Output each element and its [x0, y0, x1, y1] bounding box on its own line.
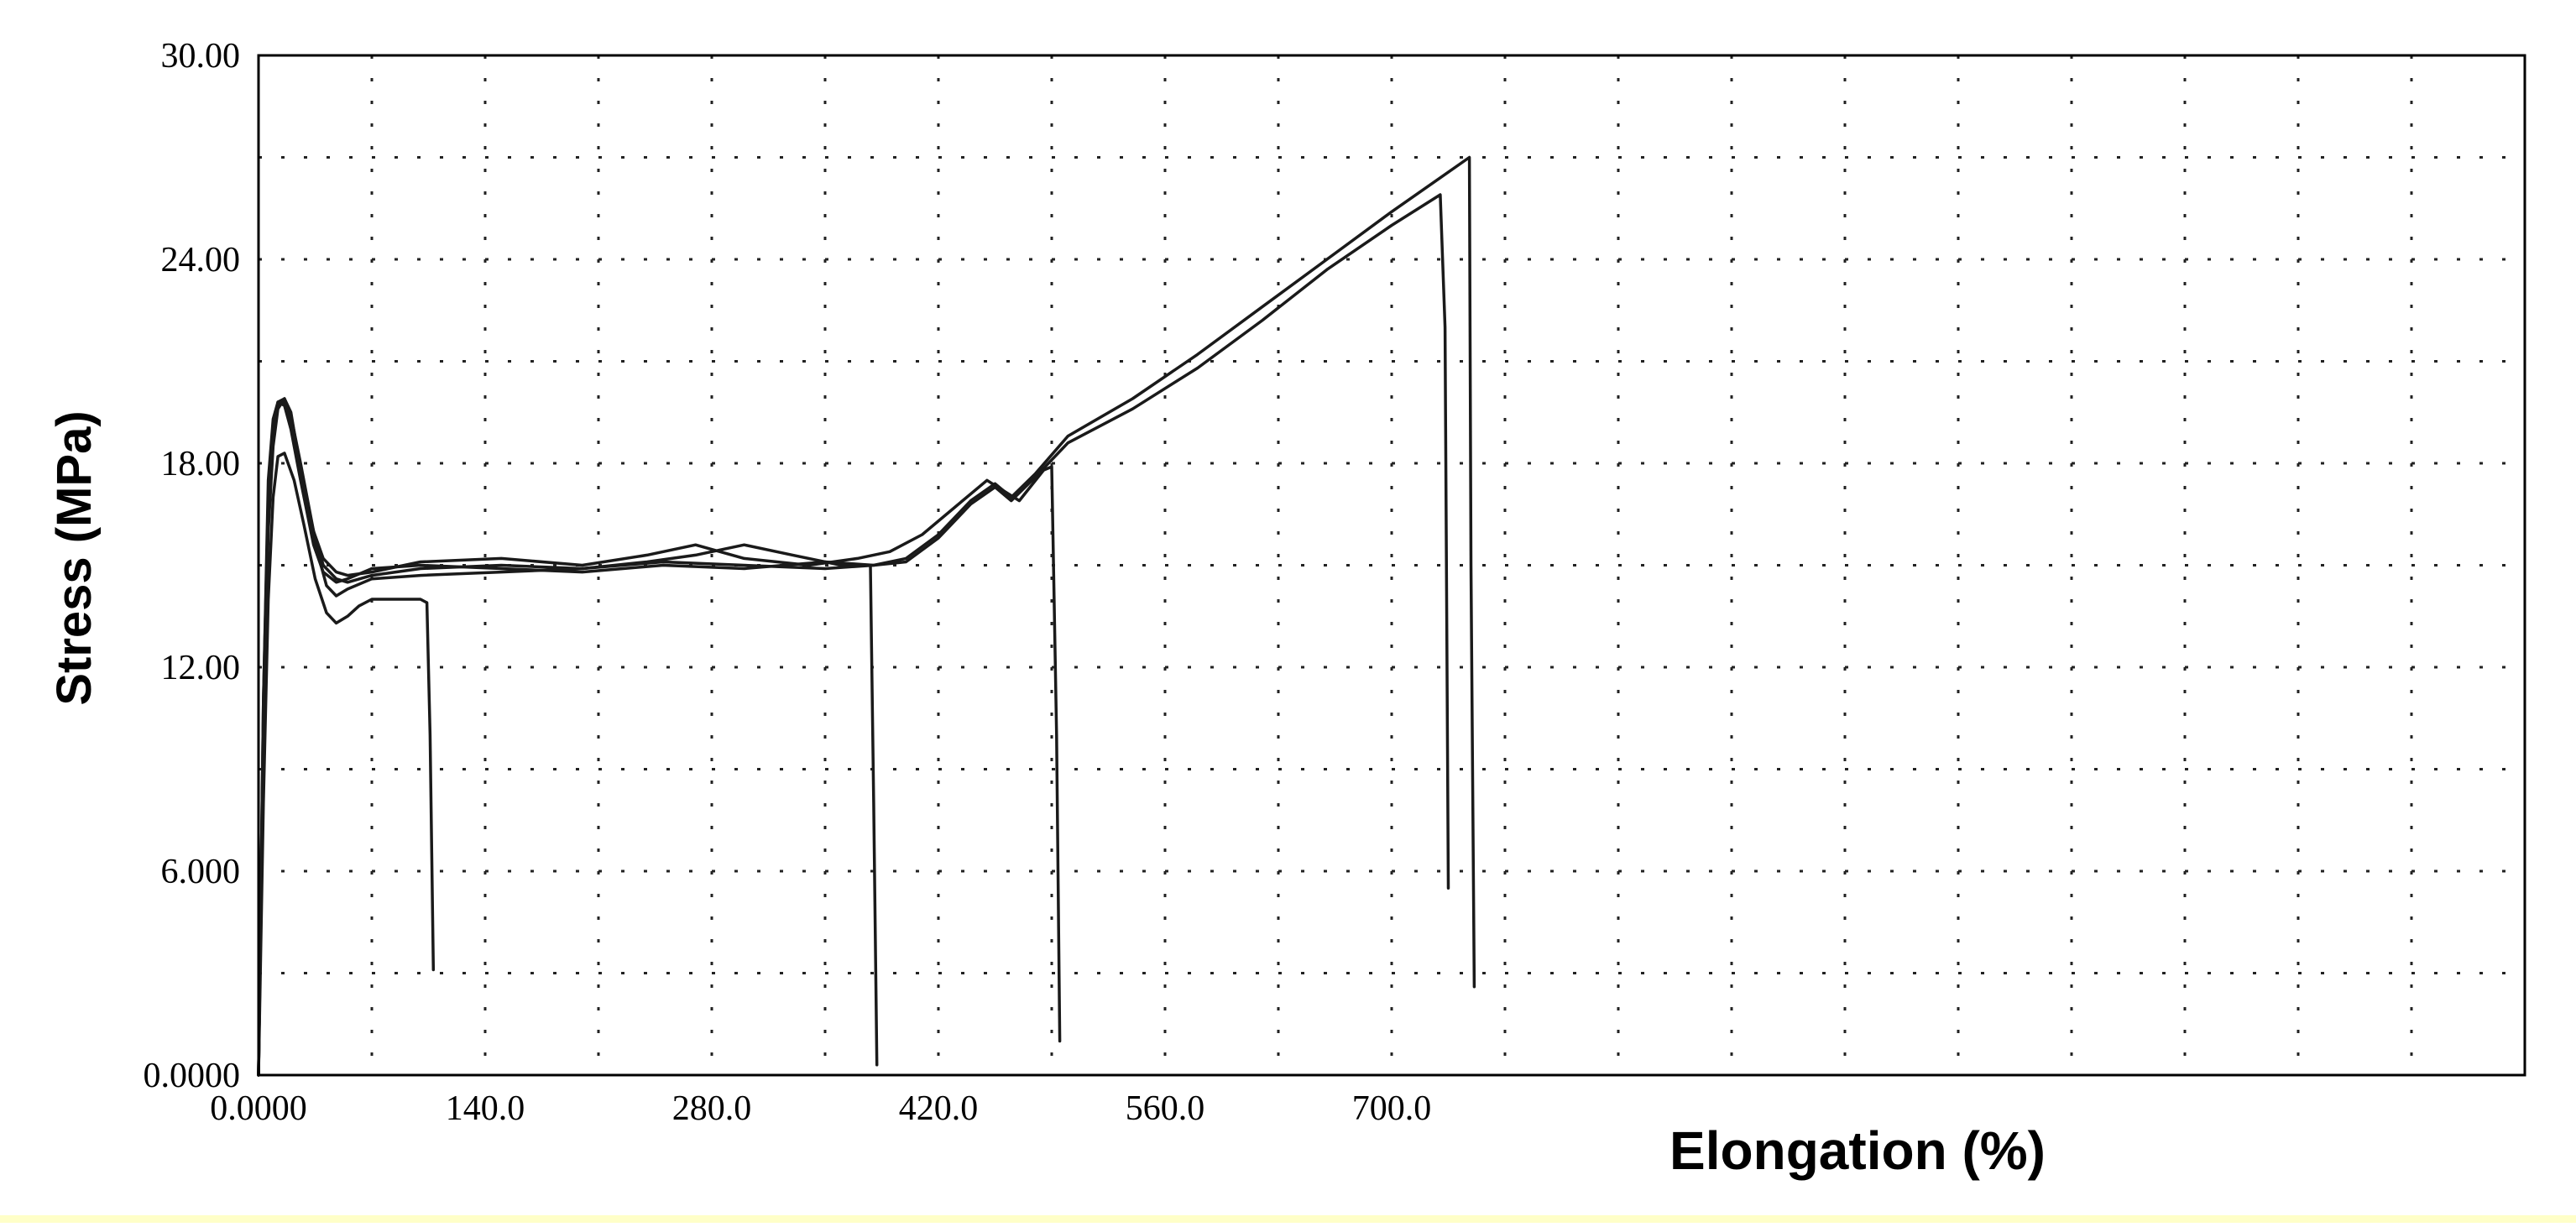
- stress-curve-1: [257, 452, 436, 1077]
- x-tick-labels: 0.0000 140.0 280.0 420.0 560.0 700.0: [210, 1089, 1431, 1128]
- x-tick-label: 280.0: [672, 1089, 752, 1128]
- y-tick-label: 24.00: [161, 241, 241, 279]
- y-tick-label: 0.0000: [144, 1057, 241, 1095]
- x-tick-label: 700.0: [1352, 1089, 1432, 1128]
- y-tick-label: 12.00: [161, 649, 241, 687]
- x-tick-label: 560.0: [1126, 1089, 1205, 1128]
- grid-layer: [259, 55, 2525, 1075]
- stress-curve-5: [257, 155, 1476, 1077]
- x-tick-label: 140.0: [446, 1089, 525, 1128]
- bottom-highlight-band: [0, 1215, 2576, 1223]
- stress-curve-4: [257, 193, 1450, 1077]
- y-tick-labels: 0.0000 6.000 12.00 18.00 24.00 30.00: [144, 37, 241, 1095]
- y-tick-label: 6.000: [161, 853, 241, 891]
- plot-area-frame: [257, 54, 2526, 1077]
- x-tick-label: 420.0: [899, 1089, 979, 1128]
- series-layer: [257, 155, 1476, 1077]
- y-tick-label: 18.00: [161, 445, 241, 483]
- y-tick-label: 30.00: [161, 37, 241, 76]
- y-axis-title: Stress (MPa): [47, 410, 102, 705]
- x-tick-label: 0.0000: [210, 1089, 307, 1128]
- x-axis-title: Elongation (%): [1669, 1120, 2046, 1181]
- stress-curve-3: [257, 397, 1062, 1077]
